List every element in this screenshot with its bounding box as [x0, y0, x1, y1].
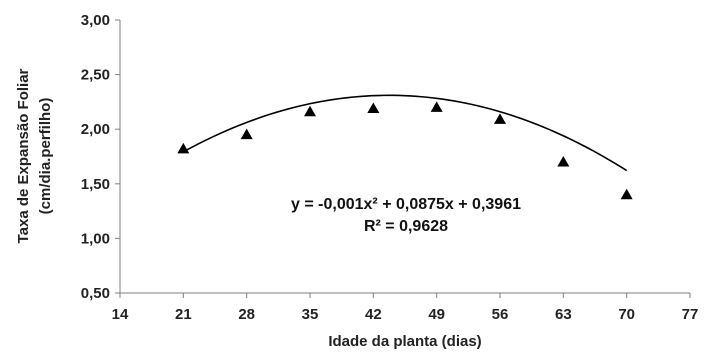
y-tick-label: 3,00 — [81, 12, 110, 29]
x-tick-label: 35 — [302, 306, 319, 323]
x-ticks: 14 21 28 35 42 49 56 63 70 77 — [112, 293, 699, 323]
trendline — [182, 94, 628, 172]
x-tick-label: 70 — [618, 306, 635, 323]
y-ticks: 0,50 1,00 1,50 2,00 2,50 3,00 — [81, 12, 120, 302]
y-axis-title-line-1: Taxa de Expansão Foliar — [15, 68, 32, 243]
data-point-triangle — [494, 113, 506, 124]
y-tick-label: 0,50 — [81, 285, 110, 302]
y-tick-label: 1,00 — [81, 230, 110, 247]
x-tick-label: 42 — [365, 306, 382, 323]
data-point-triangle — [177, 142, 190, 154]
data-point-triangle — [430, 101, 443, 112]
y-axis-title: Taxa de Expansão Foliar (cm/dia.perfilho… — [15, 68, 54, 243]
data-point-triangle — [304, 105, 316, 117]
x-axis-title: Idade da planta (dias) — [328, 333, 481, 350]
axes — [119, 20, 690, 294]
y-tick-label: 2,50 — [81, 67, 110, 84]
y-tick-label: 2,00 — [81, 121, 110, 138]
x-tick-label: 77 — [682, 306, 699, 323]
equation-annotation: y = -0,001x² + 0,0875x + 0,3961 — [291, 196, 521, 213]
x-tick-label: 21 — [175, 306, 192, 323]
x-tick-label: 28 — [238, 306, 255, 323]
x-tick-label: 14 — [112, 306, 129, 323]
x-tick-label: 63 — [555, 306, 572, 323]
x-tick-label: 49 — [428, 306, 445, 323]
data-point-triangle — [557, 155, 570, 167]
data-point-triangle — [240, 128, 253, 140]
r-squared-annotation: R² = 0,9628 — [364, 218, 448, 235]
y-tick-label: 1,50 — [81, 176, 110, 193]
data-markers — [177, 101, 633, 200]
data-point-triangle — [367, 102, 380, 113]
data-point-triangle — [620, 188, 633, 200]
x-tick-label: 56 — [492, 306, 509, 323]
y-axis-title-line-2: (cm/dia.perfilho) — [37, 98, 54, 215]
